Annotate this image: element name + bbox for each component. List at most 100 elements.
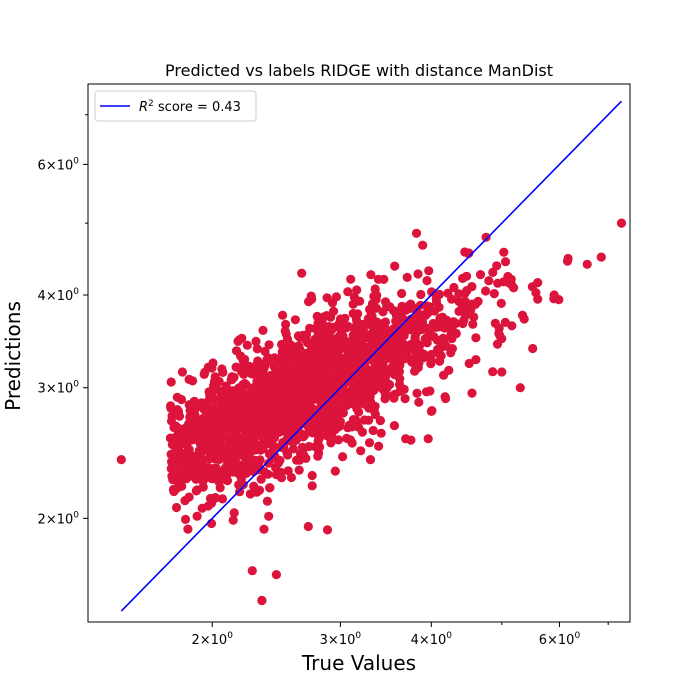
scatter-point [338, 342, 348, 352]
scatter-point [424, 266, 434, 276]
scatter-point [441, 341, 451, 351]
scatter-point [217, 494, 228, 504]
scatter-point [395, 360, 405, 370]
scatter-point [295, 332, 305, 342]
scatter-point [330, 466, 340, 476]
scatter-point [196, 398, 207, 408]
tick-label: 6×100 [38, 156, 80, 173]
scatter-point [319, 361, 329, 371]
scatter-point [290, 315, 300, 325]
scatter-point [256, 474, 266, 484]
scatter-point [259, 380, 269, 390]
scatter-point [364, 438, 375, 448]
scatter-point [582, 259, 592, 269]
scatter-point [397, 288, 407, 299]
scatter-point [271, 570, 281, 580]
scatter-point [264, 511, 274, 521]
scatter-point [257, 595, 267, 606]
y-axis-label: Predictions [1, 301, 25, 411]
scatter-point [292, 455, 302, 465]
scatter-point [177, 367, 187, 377]
scatter-point [286, 472, 296, 483]
scatter-point [217, 364, 227, 374]
legend: R2 score = 0.43 [94, 90, 257, 122]
scatter-point [351, 390, 361, 400]
scatter-point [221, 381, 231, 391]
scatter-point [227, 375, 237, 385]
scatter-point [402, 272, 412, 282]
scatter-point [230, 431, 240, 442]
scatter-point [414, 397, 424, 407]
scatter-point [185, 449, 195, 459]
scatter-point [329, 306, 339, 316]
scatter-point [423, 434, 433, 444]
scatter-point [280, 326, 290, 336]
scatter-point [275, 404, 285, 414]
tick-label: 2×100 [192, 631, 234, 648]
scatter-point [324, 424, 334, 434]
scatter-point [343, 287, 353, 297]
scatter-point [315, 386, 325, 396]
scatter-point [368, 425, 378, 436]
scatter-point [328, 397, 339, 407]
scatter-point [231, 346, 242, 356]
scatter-point [422, 338, 432, 348]
scatter-point [338, 452, 348, 462]
scatter-point [370, 337, 380, 347]
scatter-point [390, 389, 400, 399]
scatter-point [248, 388, 258, 398]
scatter-point [533, 278, 543, 288]
scatter-point [303, 338, 313, 348]
scatter-point [234, 480, 244, 490]
scatter-point [335, 417, 345, 427]
scatter-point [312, 344, 322, 354]
scatter-point [469, 312, 479, 322]
tick-label: 3×100 [38, 380, 80, 397]
scatter-point [165, 433, 175, 443]
scatter-point [257, 400, 267, 410]
scatter-point [231, 408, 241, 418]
scatter-point [184, 419, 194, 429]
scatter-point [296, 359, 306, 369]
scatter-point [346, 274, 356, 284]
scatter-point [303, 521, 313, 532]
scatter-point [168, 484, 178, 495]
scatter-point [435, 356, 445, 366]
scatter-point [235, 487, 245, 497]
scatter-point [315, 375, 325, 385]
scatter-point [496, 298, 506, 308]
scatter-point [254, 485, 265, 495]
scatter-point [236, 386, 246, 397]
scatter-point [199, 369, 209, 379]
plot-frame [87, 83, 631, 623]
scatter-point [440, 392, 450, 402]
legend-box [94, 90, 257, 122]
scatter-point [222, 389, 232, 399]
scatter-point [252, 362, 262, 372]
scatter-point [251, 336, 261, 346]
scatter-point [304, 425, 314, 435]
scatter-point [257, 370, 267, 380]
scatter-point [240, 452, 250, 462]
scatter-point [322, 331, 332, 341]
scatter-point [221, 432, 231, 442]
scatter-point [197, 447, 207, 457]
scatter-point [247, 566, 257, 576]
scatter-point [528, 343, 538, 354]
scatter-point [283, 405, 293, 415]
scatter-point [484, 276, 494, 286]
scatter-point [354, 422, 364, 432]
tick-label: 6×100 [539, 631, 581, 648]
scatter-point [533, 294, 543, 304]
scatter-point [251, 445, 261, 455]
scatter-point [468, 319, 478, 329]
scatter-point [371, 322, 381, 332]
scatter-point [352, 285, 362, 295]
scatter-point [211, 409, 221, 419]
scatter-point [389, 369, 399, 380]
scatter-point [265, 483, 275, 493]
scatter-point [178, 453, 188, 463]
scatter-point [326, 438, 336, 448]
scatter-point [294, 465, 304, 475]
scatter-point [488, 367, 498, 377]
